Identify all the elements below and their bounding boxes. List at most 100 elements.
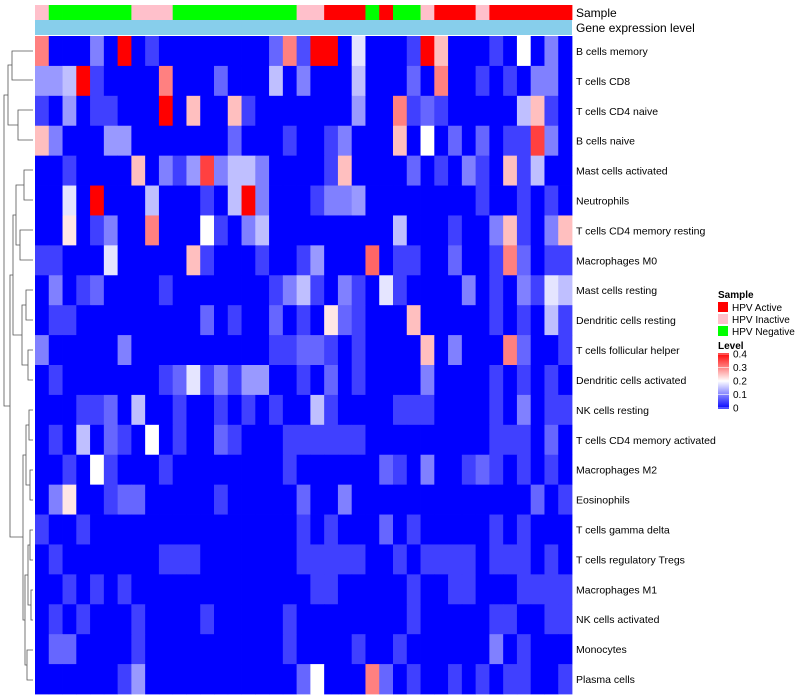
sample-annotation-cell [35, 5, 50, 20]
sample-annotation-cell [434, 5, 449, 20]
heatmap-cell [200, 155, 215, 186]
heatmap-cell [131, 634, 146, 665]
heatmap-cell [420, 185, 435, 216]
heatmap-cell [172, 544, 187, 575]
heatmap-cell [489, 215, 504, 246]
heatmap-cell [434, 365, 449, 396]
heatmap-cell [544, 95, 559, 127]
dendrogram-branch [22, 454, 26, 621]
heatmap-cell [516, 484, 532, 515]
heatmap-cell [145, 65, 160, 97]
sample-annotation-cell [310, 5, 325, 20]
sample-annotation-cell [296, 5, 311, 20]
heatmap-cell [475, 424, 490, 456]
heatmap-cell [255, 215, 270, 246]
heatmap-cell [269, 335, 284, 366]
heatmap-cell [255, 574, 270, 605]
heatmap-cell [406, 664, 421, 695]
heatmap-cell [172, 215, 187, 246]
heatmap-cell [296, 155, 311, 186]
heatmap-cell [241, 454, 256, 486]
heatmap-cell [434, 125, 449, 157]
heatmap-cell [393, 215, 408, 246]
heatmap-cell [117, 454, 132, 486]
heatmap-cell [558, 335, 573, 366]
heatmap-cell [241, 185, 256, 216]
heatmap-cell [544, 215, 559, 246]
heatmap-cell [461, 484, 477, 515]
heatmap-cell [269, 664, 284, 695]
heatmap-cell [227, 335, 242, 366]
heatmap-cell [62, 484, 77, 515]
heatmap-cell [530, 544, 545, 575]
heatmap-cell [448, 424, 463, 456]
heatmap-cell [530, 484, 545, 515]
heatmap-cell [282, 454, 298, 486]
heatmap-cell [255, 544, 270, 575]
heatmap-cell [530, 245, 545, 276]
heatmap-cell [489, 394, 504, 426]
heatmap-cell [158, 335, 174, 366]
heatmap-cell [282, 65, 298, 97]
heatmap-cell [324, 125, 339, 157]
heatmap-cell [117, 544, 132, 575]
heatmap-cell [35, 604, 50, 635]
heatmap-cell [48, 275, 63, 306]
heatmap-cell [544, 604, 559, 635]
heatmap-cell [475, 454, 490, 486]
heatmap-cell [448, 125, 463, 157]
heatmap-cell [282, 95, 298, 127]
heatmap-cell [158, 454, 174, 486]
heatmap-cell [227, 65, 242, 97]
heatmap-cell [35, 514, 50, 545]
heatmap-cell [255, 335, 270, 366]
heatmap-cell [558, 95, 573, 127]
heatmap-cell [145, 155, 160, 186]
heatmap-cell [172, 454, 187, 486]
heatmap-cell [544, 394, 559, 426]
heatmap-cell [158, 125, 174, 157]
level-legend: Level 0.4 0.3 0.2 0.1 0 [718, 341, 747, 415]
heatmap-cell [530, 95, 545, 127]
heatmap-cell [324, 574, 339, 605]
heatmap-cell [489, 544, 504, 575]
heatmap-cell [434, 484, 449, 515]
heatmap-cell [200, 305, 215, 336]
heatmap-cell [489, 275, 504, 306]
heatmap-cell [310, 514, 325, 545]
heatmap-cell [227, 275, 242, 306]
heatmap-cell [103, 424, 119, 456]
heatmap-cell [131, 664, 146, 695]
heatmap-cell [90, 634, 105, 665]
heatmap-cell [241, 664, 256, 695]
heatmap-cell [434, 36, 449, 67]
heatmap-cell [76, 185, 91, 216]
sample-annotation-cell [76, 5, 91, 20]
heatmap-cell [214, 305, 229, 336]
heatmap-cell [337, 95, 353, 127]
heatmap-cell [186, 604, 201, 635]
heatmap-cells [35, 36, 573, 695]
heatmap-cell [379, 574, 394, 605]
heatmap-cell [227, 36, 242, 67]
expression-level-track-label: Gene expression level [576, 21, 695, 35]
heatmap-cell [76, 574, 91, 605]
heatmap-cell [117, 335, 132, 366]
heatmap-cell [310, 664, 325, 695]
heatmap-cell [406, 514, 421, 545]
heatmap-cell [351, 574, 366, 605]
heatmap-cell [310, 454, 325, 486]
heatmap-cell [76, 544, 91, 575]
sample-legend-label: HPV Inactive [732, 315, 790, 326]
heatmap-cell [90, 275, 105, 306]
heatmap-cell [145, 215, 160, 246]
heatmap-cell [200, 245, 215, 276]
heatmap-cell [35, 305, 50, 336]
row-label: Macrophages M2 [576, 465, 657, 477]
heatmap-cell [241, 514, 256, 545]
heatmap-cell [516, 215, 532, 246]
heatmap-cell [241, 365, 256, 396]
heatmap-cell [35, 215, 50, 246]
heatmap-cell [255, 245, 270, 276]
heatmap-cell [255, 95, 270, 127]
